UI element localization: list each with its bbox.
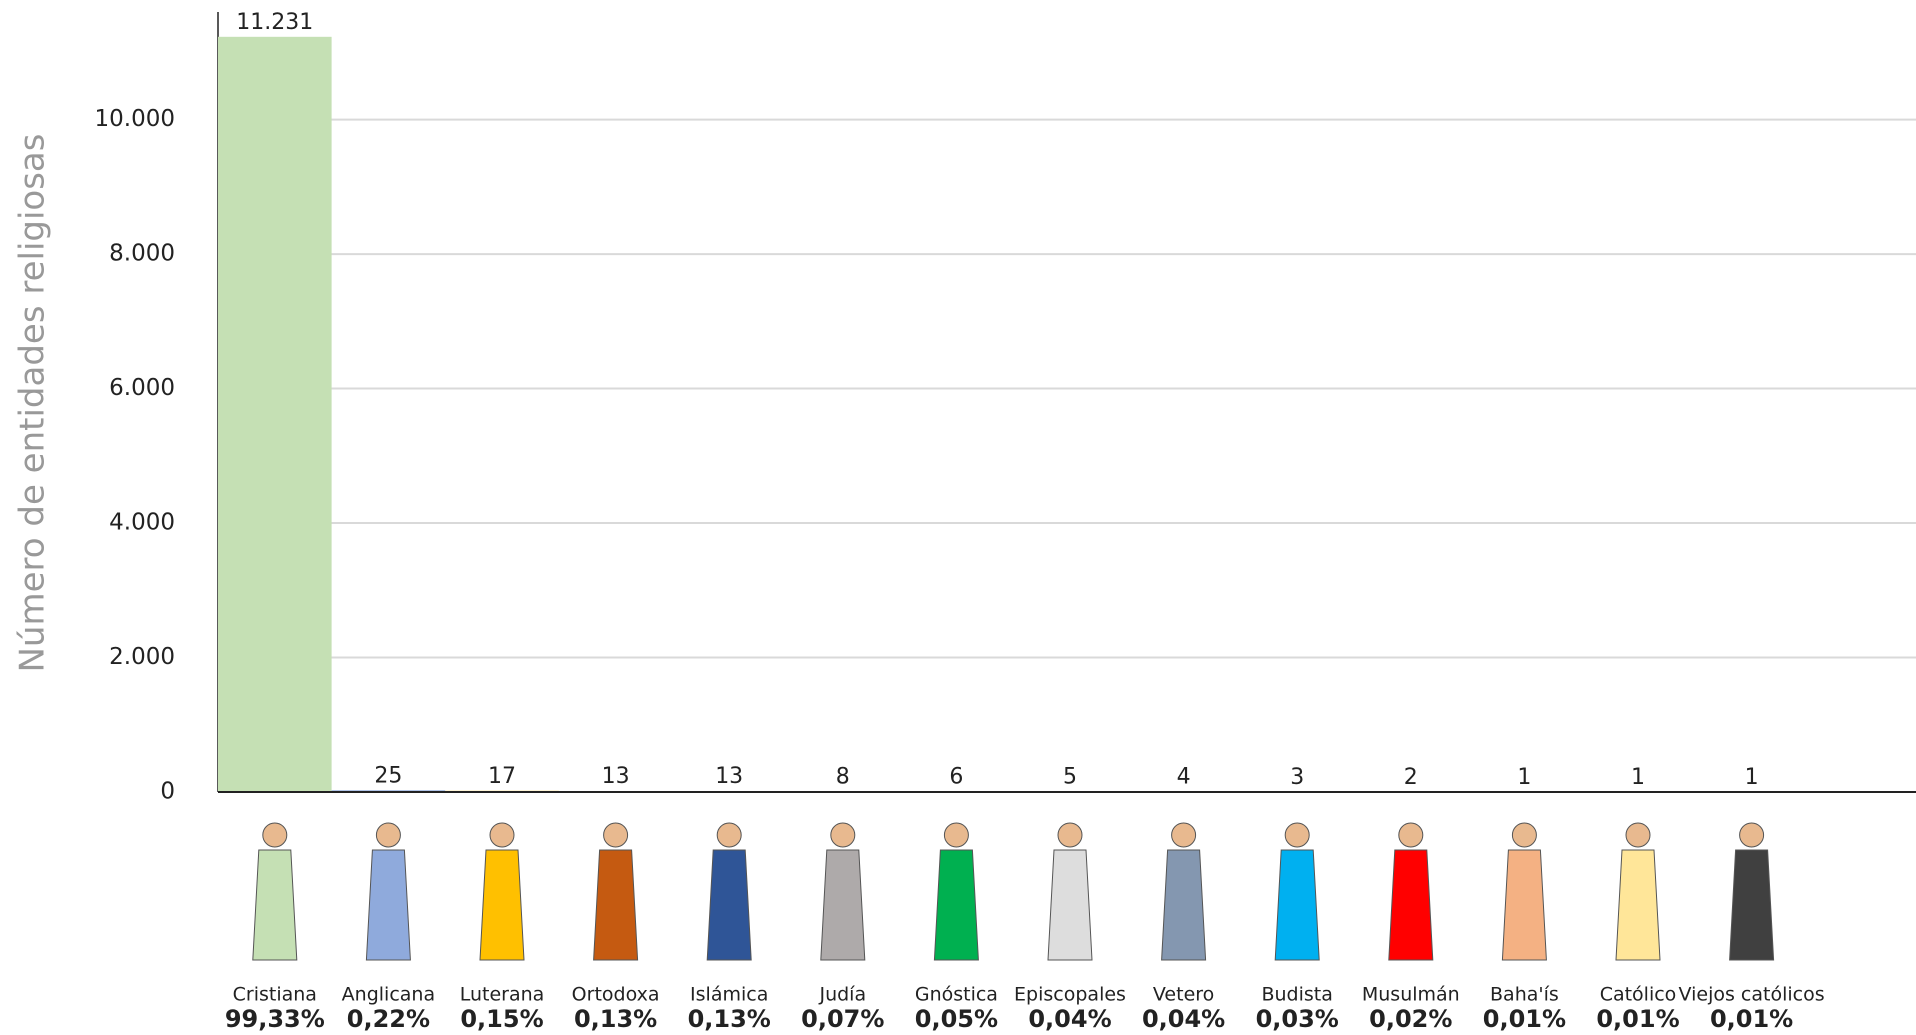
y-tick-label: 2.000	[109, 644, 175, 670]
share-label: 0,15%	[460, 1005, 543, 1033]
y-tick-label: 4.000	[109, 510, 175, 536]
value-label: 1	[1745, 765, 1759, 790]
category-label: Católico	[1600, 984, 1677, 1006]
figure-body	[253, 850, 297, 960]
value-label: 5	[1063, 765, 1077, 790]
share-label: 0,01%	[1483, 1005, 1566, 1033]
category-label: Viejos católicos	[1679, 984, 1825, 1006]
figure-head	[1740, 823, 1764, 847]
value-label: 8	[836, 764, 850, 789]
figure-body	[366, 850, 410, 960]
figure-icon	[1389, 823, 1433, 960]
category-label: Baha'ís	[1490, 984, 1559, 1006]
share-label: 0,02%	[1369, 1005, 1452, 1033]
figure-head	[944, 823, 968, 847]
value-label: 25	[374, 763, 402, 788]
figure-head	[717, 823, 741, 847]
y-tick-label: 0	[160, 779, 175, 805]
share-label: 0,03%	[1256, 1005, 1339, 1033]
category-label: Budista	[1261, 984, 1332, 1006]
share-label: 0,01%	[1596, 1005, 1679, 1033]
category-label: Cristiana	[233, 984, 317, 1006]
figure-head	[263, 823, 287, 847]
category-label: Vetero	[1153, 984, 1214, 1006]
figure-head	[831, 823, 855, 847]
figure-body	[1502, 850, 1546, 960]
value-label: 17	[488, 764, 516, 789]
figure-icon	[480, 823, 524, 960]
y-tick-label: 10.000	[95, 106, 175, 132]
figure-head	[1172, 823, 1196, 847]
value-label: 1	[1517, 765, 1531, 790]
chart: Número de entidades religiosas 0 2.000 4.0…	[0, 0, 1916, 1035]
figure-icon	[1502, 823, 1546, 960]
bar	[218, 37, 332, 792]
figure-body	[480, 850, 524, 960]
share-label: 0,04%	[1142, 1005, 1225, 1033]
value-label: 13	[602, 764, 630, 789]
category-label: Luterana	[460, 984, 545, 1006]
share-label: 0,13%	[688, 1005, 771, 1033]
figure-icon	[1616, 823, 1660, 960]
figure-icon	[1730, 823, 1774, 960]
category-label: Islámica	[690, 984, 768, 1006]
figure-head	[490, 823, 514, 847]
figure-head	[1285, 823, 1309, 847]
figure-icon	[366, 823, 410, 960]
figure-head	[1626, 823, 1650, 847]
figure-icon	[253, 823, 297, 960]
category-label: Anglicana	[342, 984, 435, 1006]
figure-body	[1389, 850, 1433, 960]
share-label: 0,01%	[1710, 1005, 1793, 1033]
share-label: 0,07%	[801, 1005, 884, 1033]
figure-body	[707, 850, 751, 960]
category-label: Musulmán	[1362, 984, 1460, 1006]
figure-icon	[707, 823, 751, 960]
category-label: Gnóstica	[915, 984, 998, 1006]
value-label: 6	[949, 765, 963, 790]
value-label: 4	[1177, 765, 1191, 790]
figure-icon	[1048, 823, 1092, 960]
figure-body	[594, 850, 638, 960]
figure-icon	[821, 823, 865, 960]
category-label: Judía	[818, 984, 866, 1006]
share-label: 99,33%	[225, 1005, 325, 1033]
figure-body	[1730, 850, 1774, 960]
value-label: 13	[715, 764, 743, 789]
y-tick-label: 6.000	[109, 375, 175, 401]
figure-body	[821, 850, 865, 960]
share-label: 0,04%	[1028, 1005, 1111, 1033]
figure-head	[604, 823, 628, 847]
share-label: 0,22%	[347, 1005, 430, 1033]
figure-icon	[594, 823, 638, 960]
y-tick-label: 8.000	[109, 241, 175, 267]
figure-icon	[1162, 823, 1206, 960]
value-label: 1	[1631, 765, 1645, 790]
figure-body	[1616, 850, 1660, 960]
figure-head	[1058, 823, 1082, 847]
figure-icon	[934, 823, 978, 960]
y-axis-title: Número de entidades religiosas	[13, 134, 53, 673]
figure-head	[376, 823, 400, 847]
value-label: 11.231	[236, 10, 313, 35]
figure-head	[1399, 823, 1423, 847]
figure-icon	[1275, 823, 1319, 960]
category-label: Ortodoxa	[572, 984, 660, 1006]
figure-body	[1275, 850, 1319, 960]
value-label: 3	[1290, 765, 1304, 790]
figure-body	[1048, 850, 1092, 960]
value-label: 2	[1404, 765, 1418, 790]
category-label: Episcopales	[1014, 984, 1126, 1006]
figure-head	[1512, 823, 1536, 847]
figure-body	[1162, 850, 1206, 960]
share-label: 0,05%	[915, 1005, 998, 1033]
share-label: 0,13%	[574, 1005, 657, 1033]
figure-body	[934, 850, 978, 960]
